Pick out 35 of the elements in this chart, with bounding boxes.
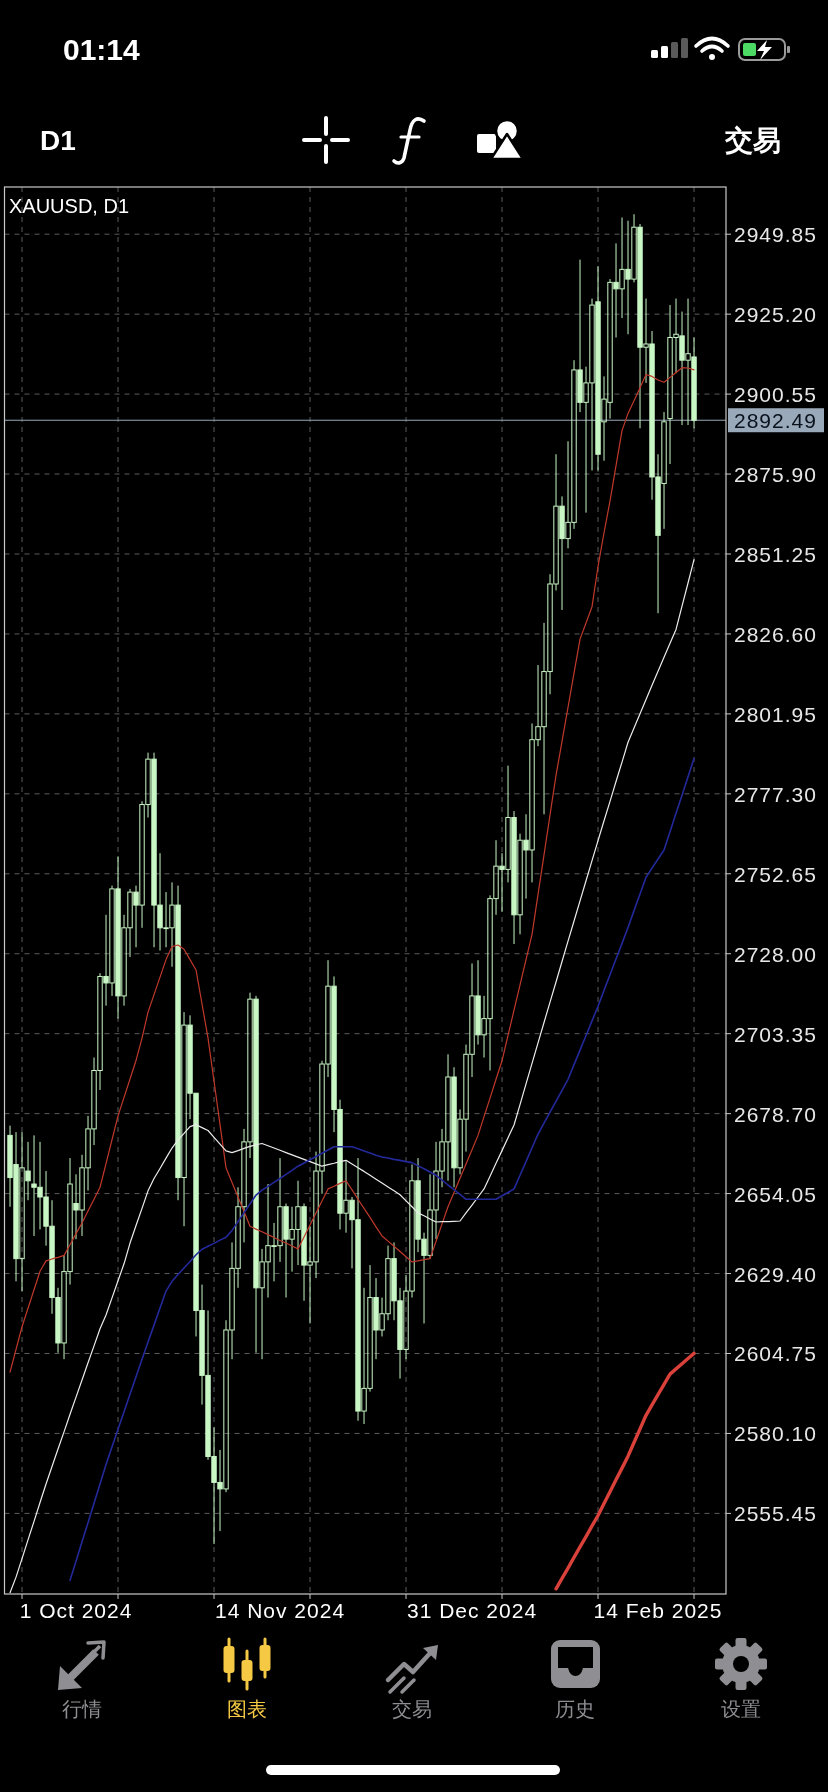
x-tick-label: 1 Oct 2024 <box>19 1599 133 1622</box>
y-tick-label: 2555.45 <box>734 1502 817 1526</box>
y-tick-label: 2925.20 <box>734 303 817 327</box>
y-tick-label: 2580.10 <box>734 1422 817 1446</box>
text: 01:14 <box>63 33 141 66</box>
y-tick-label: 2703.35 <box>734 1022 817 1046</box>
chart-title: XAUUSD, D1 <box>9 195 130 217</box>
text: 交易 <box>724 125 781 156</box>
text: 设置 <box>721 1698 761 1720</box>
y-tick-label: 2678.70 <box>734 1102 817 1126</box>
text: 图表 <box>227 1698 267 1720</box>
line-series <box>9 367 695 1373</box>
line-series <box>9 559 695 1594</box>
y-tick-label: 2801.95 <box>734 702 817 726</box>
x-tick-label: 31 Dec 2024 <box>406 1599 538 1622</box>
line-series <box>69 757 695 1582</box>
y-tick-label: 2752.65 <box>734 862 817 886</box>
y-tick-label: 2728.00 <box>734 942 817 966</box>
x-tick-label: 14 Nov 2024 <box>214 1599 346 1622</box>
y-tick-label: 2851.25 <box>734 542 817 566</box>
ref-line-label: 2892.49 <box>734 409 817 433</box>
line-series <box>554 1351 696 1591</box>
y-tick-label: 2875.90 <box>734 463 817 487</box>
y-tick-label: 2949.85 <box>734 223 817 247</box>
y-tick-label: 2604.75 <box>734 1342 817 1366</box>
y-tick-label: 2629.40 <box>734 1262 817 1286</box>
y-tick-label: 2654.05 <box>734 1182 817 1206</box>
y-tick-label: 2900.55 <box>734 383 817 407</box>
y-tick-label: 2777.30 <box>734 782 817 806</box>
y-tick-label: 2826.60 <box>734 622 817 646</box>
text: 历史 <box>555 1698 595 1720</box>
text: D1 <box>40 125 76 156</box>
text: 行情 <box>62 1698 102 1720</box>
x-tick-label: 14 Feb 2025 <box>593 1599 723 1622</box>
text: 交易 <box>392 1698 432 1720</box>
